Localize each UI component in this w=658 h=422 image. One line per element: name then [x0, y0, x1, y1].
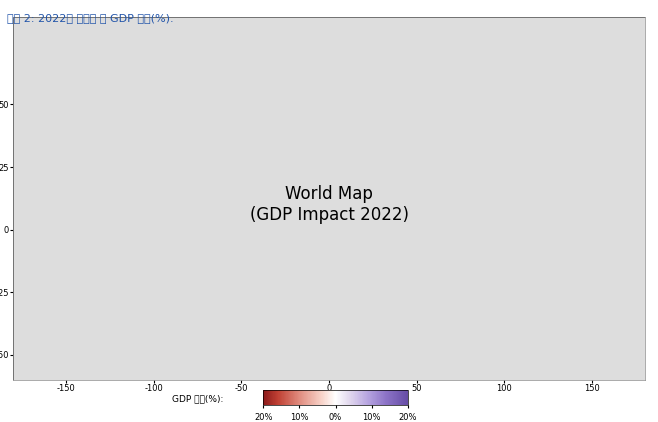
Text: GDP 변화(%):: GDP 변화(%): — [172, 394, 224, 403]
Text: 그림 2: 2022년 국가별 총 GDP 영향(%).: 그림 2: 2022년 국가별 총 GDP 영향(%). — [7, 13, 173, 23]
Text: World Map
(GDP Impact 2022): World Map (GDP Impact 2022) — [249, 185, 409, 224]
